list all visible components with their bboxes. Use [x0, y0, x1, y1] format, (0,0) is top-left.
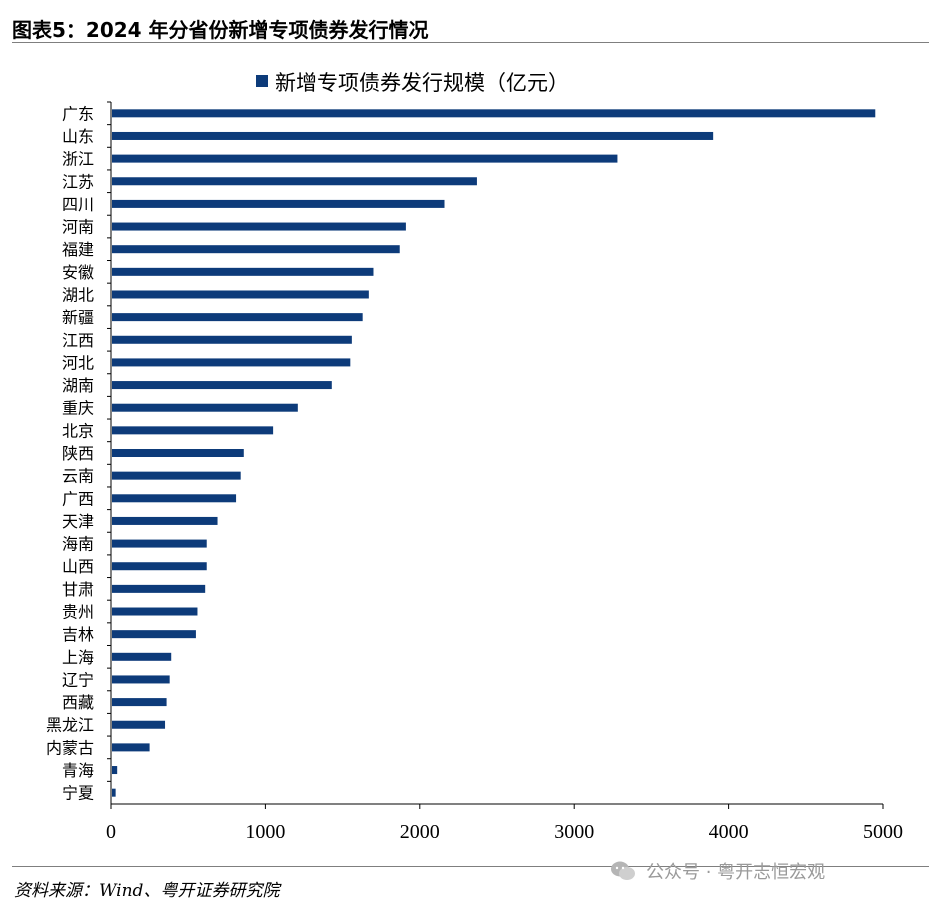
category-label: 重庆 [62, 399, 94, 418]
category-label: 海南 [62, 535, 94, 554]
bar-山西 [112, 562, 207, 571]
category-label: 山西 [62, 557, 94, 576]
category-label: 西藏 [62, 693, 94, 712]
bar-辽宁 [112, 675, 170, 684]
category-label: 河南 [62, 218, 94, 237]
x-tick-label: 3000 [554, 821, 594, 843]
bar-广西 [112, 494, 237, 503]
category-label: 北京 [62, 421, 94, 440]
x-tick-label: 0 [106, 821, 116, 843]
x-tick-labels: 0 1000 2000 3000 4000 5000 [106, 804, 903, 843]
category-label: 陕西 [62, 444, 94, 463]
bar-湖北 [112, 290, 369, 299]
bar-安徽 [112, 267, 374, 276]
figure-title: 图表5：2024 年分省份新增专项债券发行情况 [12, 18, 429, 42]
bar-甘肃 [112, 584, 206, 593]
x-tick-label: 1000 [245, 821, 285, 843]
bar-福建 [112, 245, 400, 254]
bar-北京 [112, 426, 274, 435]
x-tick-label: 5000 [863, 821, 903, 843]
category-label: 广西 [62, 489, 94, 508]
bar-西藏 [112, 698, 167, 707]
category-label: 新疆 [62, 308, 94, 327]
category-label: 湖北 [62, 285, 94, 304]
bar-宁夏 [112, 788, 116, 797]
bar-黑龙江 [112, 720, 166, 729]
category-label: 福建 [62, 240, 94, 259]
category-label: 贵州 [62, 603, 94, 622]
bar-河北 [112, 358, 351, 367]
category-label: 黑龙江 [46, 716, 94, 735]
category-label: 山东 [62, 127, 94, 146]
bar-内蒙古 [112, 743, 150, 752]
bar-浙江 [112, 154, 618, 163]
wechat-icon [611, 861, 635, 880]
x-tick-label: 4000 [709, 821, 749, 843]
watermark: 公众号 · 粤开志恒宏观 [610, 858, 825, 884]
category-label: 天津 [62, 512, 94, 531]
x-tick-label: 2000 [400, 821, 440, 843]
category-label: 河北 [62, 353, 94, 372]
watermark-text: 公众号 · 粤开志恒宏观 [646, 862, 826, 883]
bar-河南 [112, 222, 406, 231]
bar-江苏 [112, 177, 477, 186]
category-label: 内蒙古 [46, 738, 94, 757]
category-label: 广东 [62, 104, 94, 123]
category-label: 甘肃 [62, 580, 94, 599]
chart-legend: 新增专项债券发行规模（亿元） [256, 71, 569, 95]
category-label: 吉林 [62, 625, 94, 644]
category-label: 湖南 [62, 376, 94, 395]
bar-广东 [112, 109, 876, 118]
bar-湖南 [112, 381, 332, 390]
bar-新疆 [112, 313, 363, 322]
category-label: 安徽 [62, 263, 94, 282]
bar-天津 [112, 516, 218, 525]
category-label: 青海 [62, 761, 94, 780]
bar-青海 [112, 766, 118, 775]
category-label: 江苏 [62, 172, 94, 191]
category-labels: 广东山东浙江江苏四川河南福建安徽湖北新疆江西河北湖南重庆北京陕西云南广西天津海南… [46, 104, 94, 802]
category-label: 宁夏 [62, 784, 94, 803]
bar-云南 [112, 471, 241, 480]
bar-四川 [112, 199, 445, 208]
footer-divider [12, 866, 929, 867]
category-label: 四川 [62, 195, 94, 214]
bar-重庆 [112, 403, 298, 412]
bar-山东 [112, 131, 714, 140]
bar-上海 [112, 652, 172, 661]
category-label: 江西 [62, 331, 94, 350]
source-note: 资料来源：Wind、粤开证券研究院 [14, 881, 280, 901]
legend-swatch [256, 75, 268, 87]
bar-江西 [112, 335, 352, 344]
bar-海南 [112, 539, 207, 548]
category-label: 上海 [62, 648, 94, 667]
bars-group [107, 101, 876, 797]
bar-贵州 [112, 607, 198, 616]
title-divider [12, 42, 929, 43]
bar-吉林 [112, 630, 196, 639]
axes [110, 102, 883, 805]
legend-label: 新增专项债券发行规模（亿元） [275, 71, 569, 95]
category-label: 云南 [62, 467, 94, 486]
bar-陕西 [112, 449, 244, 457]
category-label: 辽宁 [62, 670, 94, 689]
category-label: 浙江 [62, 150, 94, 169]
